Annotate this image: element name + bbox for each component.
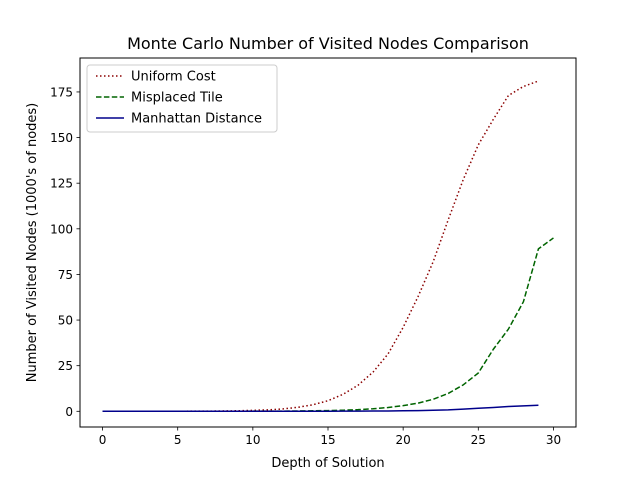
x-tick-label: 20 xyxy=(396,433,411,447)
axes-layer: 0 5 10 15 20 25 30 0 25 50 75 100 125 150 175 xyxy=(50,85,561,447)
series-line-manhattan-distance xyxy=(102,404,539,413)
legend: Uniform Cost Misplaced Tile Manhattan Dist… xyxy=(86,64,278,133)
y-tick-label: 175 xyxy=(50,85,73,99)
x-tick-label: 30 xyxy=(546,433,561,447)
legend-label: Misplaced Tile xyxy=(131,91,223,106)
y-tick-label: 0 xyxy=(65,405,73,419)
x-axis-label: Depth of Solution xyxy=(271,456,384,471)
y-tick-label: 75 xyxy=(58,268,73,282)
y-tick-label: 100 xyxy=(50,222,73,236)
series-layer xyxy=(102,80,554,413)
legend-box xyxy=(86,64,278,133)
legend-label: Uniform Cost xyxy=(131,70,216,85)
chart-title: Monte Carlo Number of Visited Nodes Comp… xyxy=(127,34,529,53)
y-tick-label: 25 xyxy=(58,359,73,373)
x-tick-label: 15 xyxy=(320,433,335,447)
x-tick-label: 25 xyxy=(471,433,486,447)
x-tick-label: 0 xyxy=(99,433,107,447)
y-tick-label: 50 xyxy=(58,314,73,328)
y-tick-label: 150 xyxy=(50,131,73,145)
y-tick-label: 125 xyxy=(50,177,73,191)
y-axis-label: Number of Visited Nodes (1000's of nodes… xyxy=(25,103,40,383)
legend-label: Manhattan Distance xyxy=(131,112,262,127)
x-tick-label: 10 xyxy=(245,433,260,447)
plot-frame xyxy=(79,57,577,428)
x-tick-label: 5 xyxy=(174,433,182,447)
